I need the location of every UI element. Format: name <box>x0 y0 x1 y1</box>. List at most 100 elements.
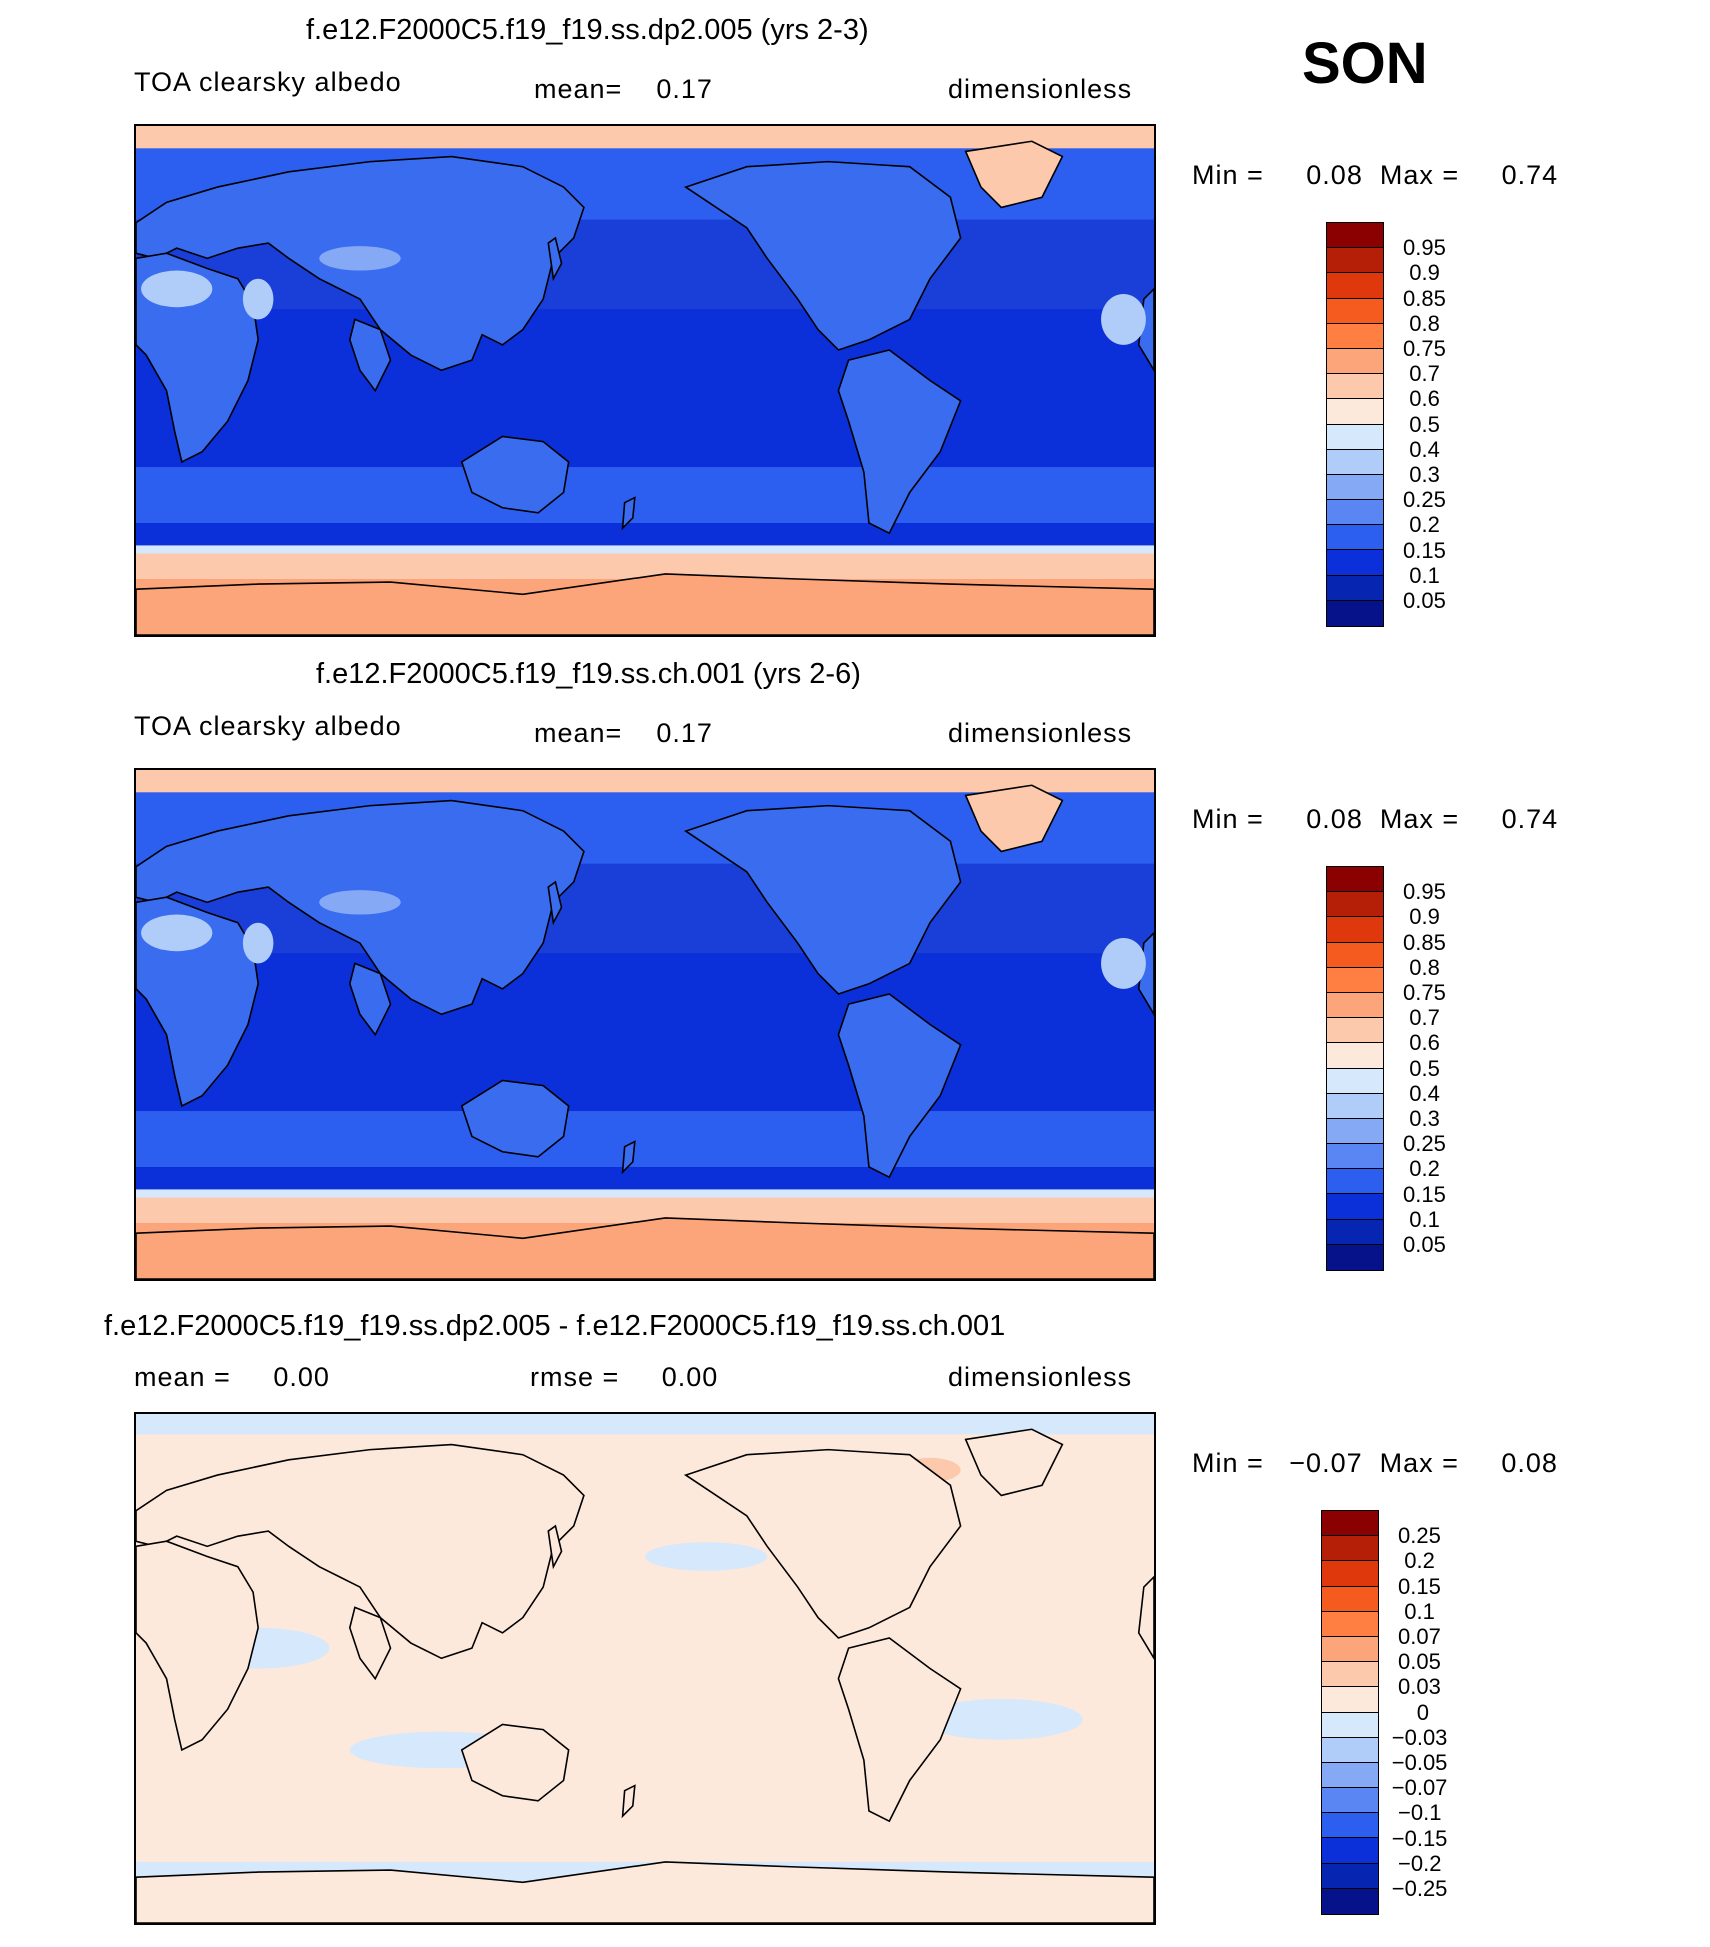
colorbar-segment <box>1327 348 1383 375</box>
continent-australia <box>462 436 569 512</box>
colorbar-segment <box>1327 1018 1383 1044</box>
continent-india <box>350 1607 391 1678</box>
colorbar-segment <box>1327 449 1383 475</box>
colorbar-segment <box>1327 892 1383 918</box>
colorbar-label: 0.05 <box>1403 588 1446 613</box>
colorbar-segment <box>1327 917 1383 943</box>
panel-2-minmax: Min = 0.08 Max = 0.74 <box>1192 804 1559 834</box>
colorbar-label: 0.3 <box>1409 462 1440 487</box>
continent-n-america <box>686 806 961 994</box>
colorbar-label: −0.25 <box>1391 1876 1448 1901</box>
colorbar-segment <box>1327 1118 1383 1145</box>
panel-3-minmax: Min = −0.07 Max = 0.08 <box>1192 1448 1558 1478</box>
panel-2-mean-label: mean= 0.17 <box>534 718 713 748</box>
colorbar-segment <box>1322 1762 1378 1789</box>
colorbar-segment <box>1327 525 1383 551</box>
sea-ice-band <box>136 1197 1154 1224</box>
colorbar-label: 0.5 <box>1409 411 1440 437</box>
colorbar-label: 0.2 <box>1404 1548 1435 1574</box>
tropics-band <box>136 309 1154 468</box>
south-mid-band <box>136 1111 1154 1168</box>
colorbar-label: 0.9 <box>1409 904 1440 930</box>
arctic-band <box>136 126 1154 149</box>
colorbar-label: 0.07 <box>1398 1624 1441 1649</box>
colorbar-segment <box>1327 575 1383 601</box>
continent-africa-east <box>1139 1577 1154 1658</box>
colorbar-segment <box>1327 1144 1383 1170</box>
continent-japan <box>548 238 561 279</box>
colorbar-label: 0.7 <box>1409 1005 1440 1031</box>
continent-n-america <box>686 1450 961 1638</box>
colorbar-label: 0.4 <box>1409 1080 1440 1106</box>
colorbar-segment <box>1327 1093 1383 1119</box>
colorbar-segment <box>1327 298 1383 324</box>
colorbar-label: 0.25 <box>1403 1131 1446 1157</box>
southern-ocean-band <box>136 1167 1154 1193</box>
colorbar-label: 0.1 <box>1409 562 1440 588</box>
colorbar-label: 0.1 <box>1404 1598 1435 1624</box>
colorbar-segment <box>1322 1838 1378 1864</box>
colorbar-label: 0 <box>1416 1699 1429 1725</box>
colorbar-segment <box>1322 1611 1378 1637</box>
south-mid-band <box>136 467 1154 524</box>
panel-3-units-label: dimensionless <box>948 1362 1133 1392</box>
colorbar-segment <box>1327 942 1383 968</box>
continent-nz <box>623 1786 635 1817</box>
sea-ice-band <box>136 553 1154 580</box>
continent-nz <box>623 498 635 529</box>
panel-3-map-svg <box>136 1414 1154 1923</box>
colorbar-label: 0.05 <box>1398 1649 1441 1675</box>
diff-patch <box>136 1414 1154 1435</box>
colorbar-label: 0.5 <box>1409 1055 1440 1081</box>
continent-india <box>350 319 391 390</box>
colorbar-segment <box>1327 1043 1383 1069</box>
panel-3-rmse-label: rmse = 0.00 <box>530 1362 719 1392</box>
colorbar-label: 0.25 <box>1398 1523 1441 1549</box>
colorbar-segment <box>1327 273 1383 299</box>
panel-1-units-label: dimensionless <box>948 74 1133 104</box>
continent-antarctica <box>136 1218 1154 1279</box>
colorbar-label: 0.8 <box>1409 954 1440 980</box>
colorbar-box <box>1326 866 1384 1271</box>
colorbar-segment <box>1327 323 1383 349</box>
colorbar-segment <box>1322 1788 1378 1814</box>
desert-patch <box>1101 293 1146 345</box>
diff-patch <box>919 1699 1083 1740</box>
colorbar-label: 0.2 <box>1409 1156 1440 1182</box>
colorbar-label: 0.2 <box>1409 512 1440 538</box>
panel-1-map-svg <box>136 126 1154 635</box>
colorbar-label: 0.05 <box>1403 1232 1446 1257</box>
colorbar-label: −0.05 <box>1391 1750 1448 1775</box>
continent-s-america <box>838 1638 960 1821</box>
colorbar-label: 0.15 <box>1403 537 1446 563</box>
colorbar-label: 0.3 <box>1409 1106 1440 1131</box>
continent-greenland <box>966 141 1063 207</box>
panel-3-title: f.e12.F2000C5.f19_f19.ss.dp2.005 - f.e12… <box>104 1310 1006 1342</box>
colorbar-segment <box>1327 248 1383 274</box>
continent-india <box>350 963 391 1034</box>
sea-ice-edge-band <box>136 545 1154 556</box>
continent-greenland <box>966 785 1063 851</box>
colorbar-segment <box>1322 1662 1378 1688</box>
colorbar-segment <box>1327 474 1383 501</box>
colorbar-label: 0.25 <box>1403 487 1446 513</box>
desert-patch <box>242 922 274 964</box>
colorbar-segment <box>1327 600 1383 626</box>
panel-2-map <box>134 768 1156 1281</box>
panel-1-title: f.e12.F2000C5.f19_f19.ss.dp2.005 (yrs 2-… <box>306 14 869 46</box>
colorbar-segment <box>1327 967 1383 993</box>
colorbar-segment <box>1322 1712 1378 1738</box>
colorbar-label: 0.15 <box>1398 1573 1441 1599</box>
panel-2-title: f.e12.F2000C5.f19_f19.ss.ch.001 (yrs 2-6… <box>316 658 861 690</box>
continent-s-america <box>838 350 960 533</box>
colorbar-label: 0.95 <box>1403 235 1446 261</box>
desert-patch <box>1101 937 1146 989</box>
tropics-band <box>136 953 1154 1112</box>
continent-antarctica <box>136 1862 1154 1923</box>
colorbar-label: −0.2 <box>1398 1850 1442 1876</box>
colorbar-segment <box>1327 1194 1383 1220</box>
colorbar-label: −0.03 <box>1391 1724 1448 1750</box>
colorbar-label: −0.1 <box>1398 1800 1442 1826</box>
diff-patch <box>645 1542 768 1571</box>
arctic-band <box>136 770 1154 793</box>
